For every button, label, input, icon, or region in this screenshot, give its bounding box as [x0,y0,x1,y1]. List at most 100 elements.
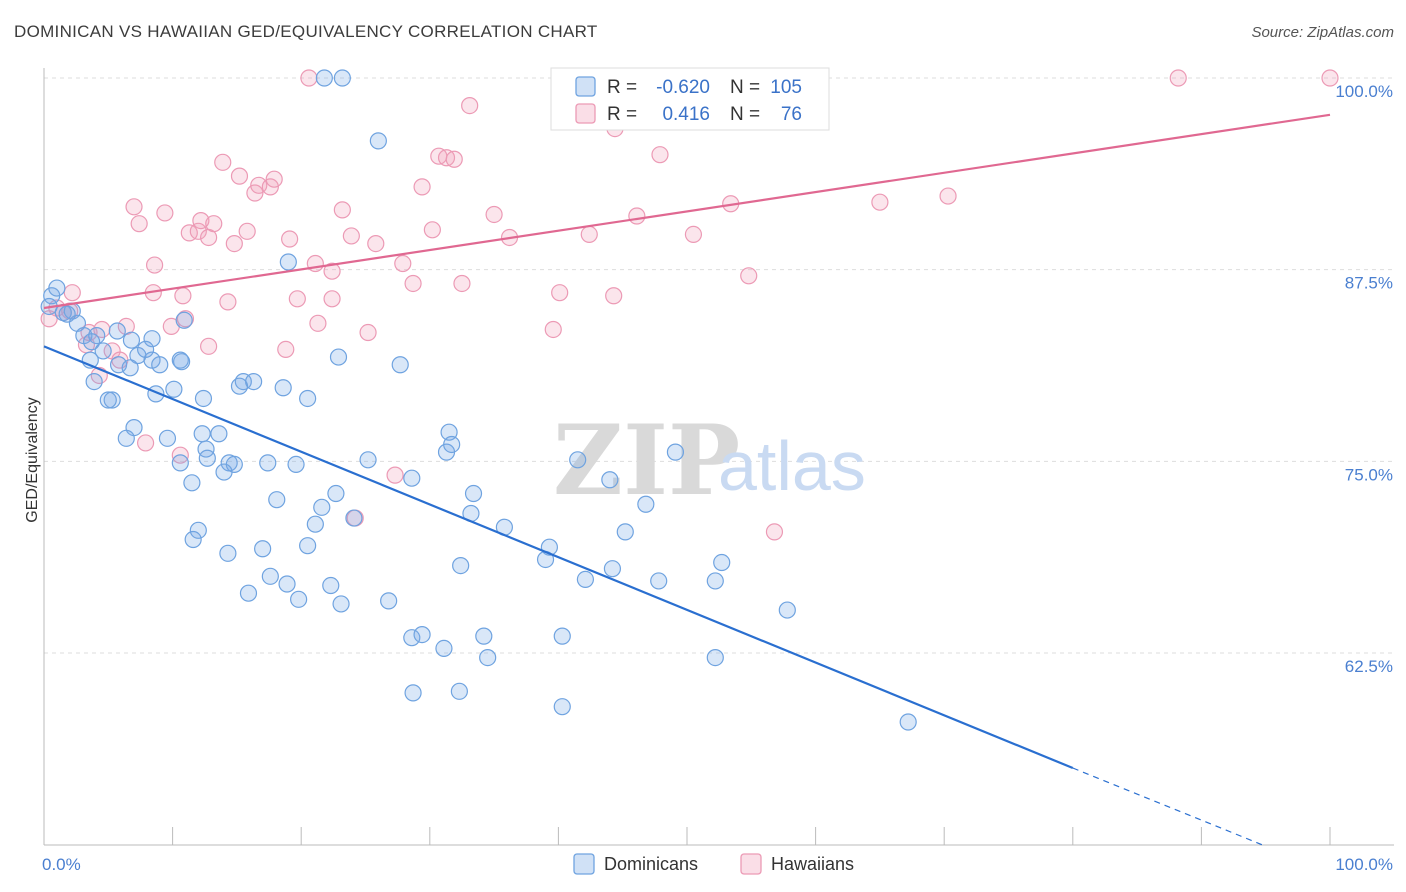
hawaiian-point [580,225,598,243]
dominican-point [601,471,619,489]
dominican-point [553,627,571,645]
hawaiian-point [230,167,249,185]
dominican-point [94,342,112,360]
legend-n-label-2: N = [730,104,760,125]
chart-source: Source: ZipAtlas.com [1251,24,1394,41]
dominican-point [443,435,461,454]
dominican-point [268,491,286,509]
hawaiian-point [605,287,623,305]
dominican-point [616,523,634,541]
dominican-point [173,353,191,371]
y-tick-label: 75.0% [1345,465,1393,484]
legend-r-label-1: R = [607,77,637,98]
hawaiian-point [485,205,503,224]
dominican-point [706,572,724,590]
hawaiian-point [684,225,703,243]
dominican-point [404,684,422,702]
dominican-point [569,451,587,469]
dominican-point [345,509,363,527]
dominican-point [278,575,296,593]
dominican-point [315,69,333,87]
dominican-point [261,567,279,585]
hawaiian-point [309,314,327,332]
bottom-legend-swatch-dominicans [573,853,595,875]
dominican-point [637,495,655,513]
hawaiian-point [367,235,385,253]
hawaiian-point [939,187,957,205]
dominican-point [239,584,258,602]
dominican-point [369,132,387,150]
hawaiian-point [214,153,232,171]
dominican-point [464,484,483,503]
hawaiian-point [404,274,422,293]
dominican-point [184,530,202,549]
legend-n-value-2: 76 [781,104,802,125]
dominican-point [329,348,348,366]
bottom-legend-label-hawaiians: Hawaiians [771,854,854,874]
points-layer [40,69,1339,731]
dominican-point [413,625,431,644]
bottom-legend-label-dominicans: Dominicans [604,854,698,874]
x-tick-label: 100.0% [1335,855,1393,874]
dominican-point [327,484,345,503]
dominican-point [193,425,211,443]
dominican-point [165,380,183,398]
dominican-point [194,389,213,408]
correlation-legend: R = -0.620 N = 105 R = 0.416 N = 76 [550,67,830,131]
dominican-point [122,331,141,349]
legend-swatch-dominicans [575,76,596,97]
hawaiian-point [323,290,341,308]
hawaiian-point [651,146,669,164]
dominican-point [333,69,351,87]
dominican-point [778,601,796,619]
hawaiian-point [453,274,471,293]
hawaiian-point [413,178,431,196]
hawaiian-point [300,69,318,87]
dominican-point [403,629,421,647]
watermark-atlas: atlas [718,427,866,505]
hawaiian-point [386,466,404,484]
dominican-point [136,340,155,358]
dominican-point [290,590,308,608]
dominican-point [85,373,103,391]
y-tick-label: 100.0% [1335,82,1393,101]
hawaiian-point [551,284,569,302]
dominican-point [576,570,595,589]
dominican-point [103,391,121,409]
dominican-point [452,556,470,575]
watermark: ZIP atlas [553,404,866,517]
hawaiian-point [740,267,758,285]
hawaiian-point [265,170,283,188]
hawaiian-point [156,204,174,222]
x-tick-label: 0.0% [42,855,81,874]
hawaiian-point [200,337,218,355]
dominican-point [158,429,177,447]
bottom-legend-swatch-hawaiians [740,853,762,875]
hawaiian-point [288,290,306,308]
dominican-trend-extension [1072,767,1266,847]
hawaiian-point [461,96,479,115]
hawaiian-point [174,287,192,305]
dominican-point [287,455,305,473]
hawaiian-point [136,434,155,452]
dominican-point [650,572,668,590]
legend-r-value-2: 0.416 [662,104,710,125]
hawaiian-point [765,523,784,541]
dominican-point [230,377,249,395]
hawaiian-point [125,198,143,216]
y-tick-label: 62.5% [1345,657,1393,676]
hawaiian-point [423,221,441,239]
hawaiian-point [871,193,889,211]
dominican-point [332,595,350,613]
dominican-point [151,356,169,374]
dominican-point [603,560,622,578]
dominican-point [450,682,468,700]
hawaiian-point [445,150,463,168]
dominican-point [279,253,297,271]
axis-layer: 62.5% 75.0% 87.5% 100.0% 0.0% 100.0% [42,68,1394,874]
hawaiian-point [1321,69,1339,87]
hawaiian-trend-line [43,113,1331,310]
hawaiian-point [333,201,351,219]
hawaiian-point [1169,69,1187,87]
